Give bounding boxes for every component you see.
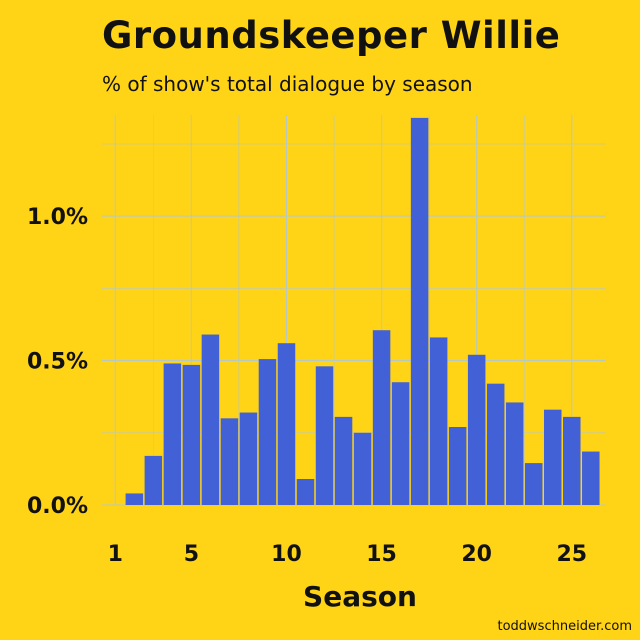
bar-season-14 [353,432,372,505]
x-axis-title: Season [303,580,417,613]
bar-season-22 [505,402,524,505]
x-tick-label: 25 [556,542,587,567]
y-tick-label: 1.0% [27,205,88,230]
bar-season-11 [296,479,315,505]
bar-season-24 [543,409,562,505]
x-tick-label: 1 [108,542,123,567]
bar-season-12 [315,366,334,505]
bar-season-5 [182,364,201,505]
y-tick-label: 0.0% [27,494,88,519]
bar-season-21 [486,383,505,505]
bar-season-4 [163,363,182,505]
bar-season-19 [448,427,467,505]
bar-season-7 [220,418,239,505]
bar-season-3 [144,455,163,505]
bar-season-9 [258,359,277,505]
bar-season-2 [125,493,144,505]
bar-season-15 [372,330,391,505]
x-tick-label: 5 [184,542,199,567]
bar-season-16 [391,382,410,505]
x-tick-label: 20 [461,542,492,567]
bar-season-10 [277,343,296,505]
bar-season-23 [524,463,543,505]
chart-subtitle: % of show's total dialogue by season [102,72,473,96]
y-tick-label: 0.5% [27,350,88,375]
chart-title: Groundskeeper Willie [102,14,561,57]
bar-season-25 [563,416,581,505]
bar-season-8 [239,412,258,505]
bar-season-26 [582,451,600,505]
bar-season-20 [467,354,486,505]
credit-text: toddwschneider.com [497,619,633,634]
bar-season-18 [429,337,448,505]
bar-season-6 [201,334,220,505]
bar-season-17 [410,117,429,505]
x-tick-label: 15 [366,542,397,567]
x-tick-label: 10 [271,542,302,567]
bar-season-13 [334,416,353,505]
